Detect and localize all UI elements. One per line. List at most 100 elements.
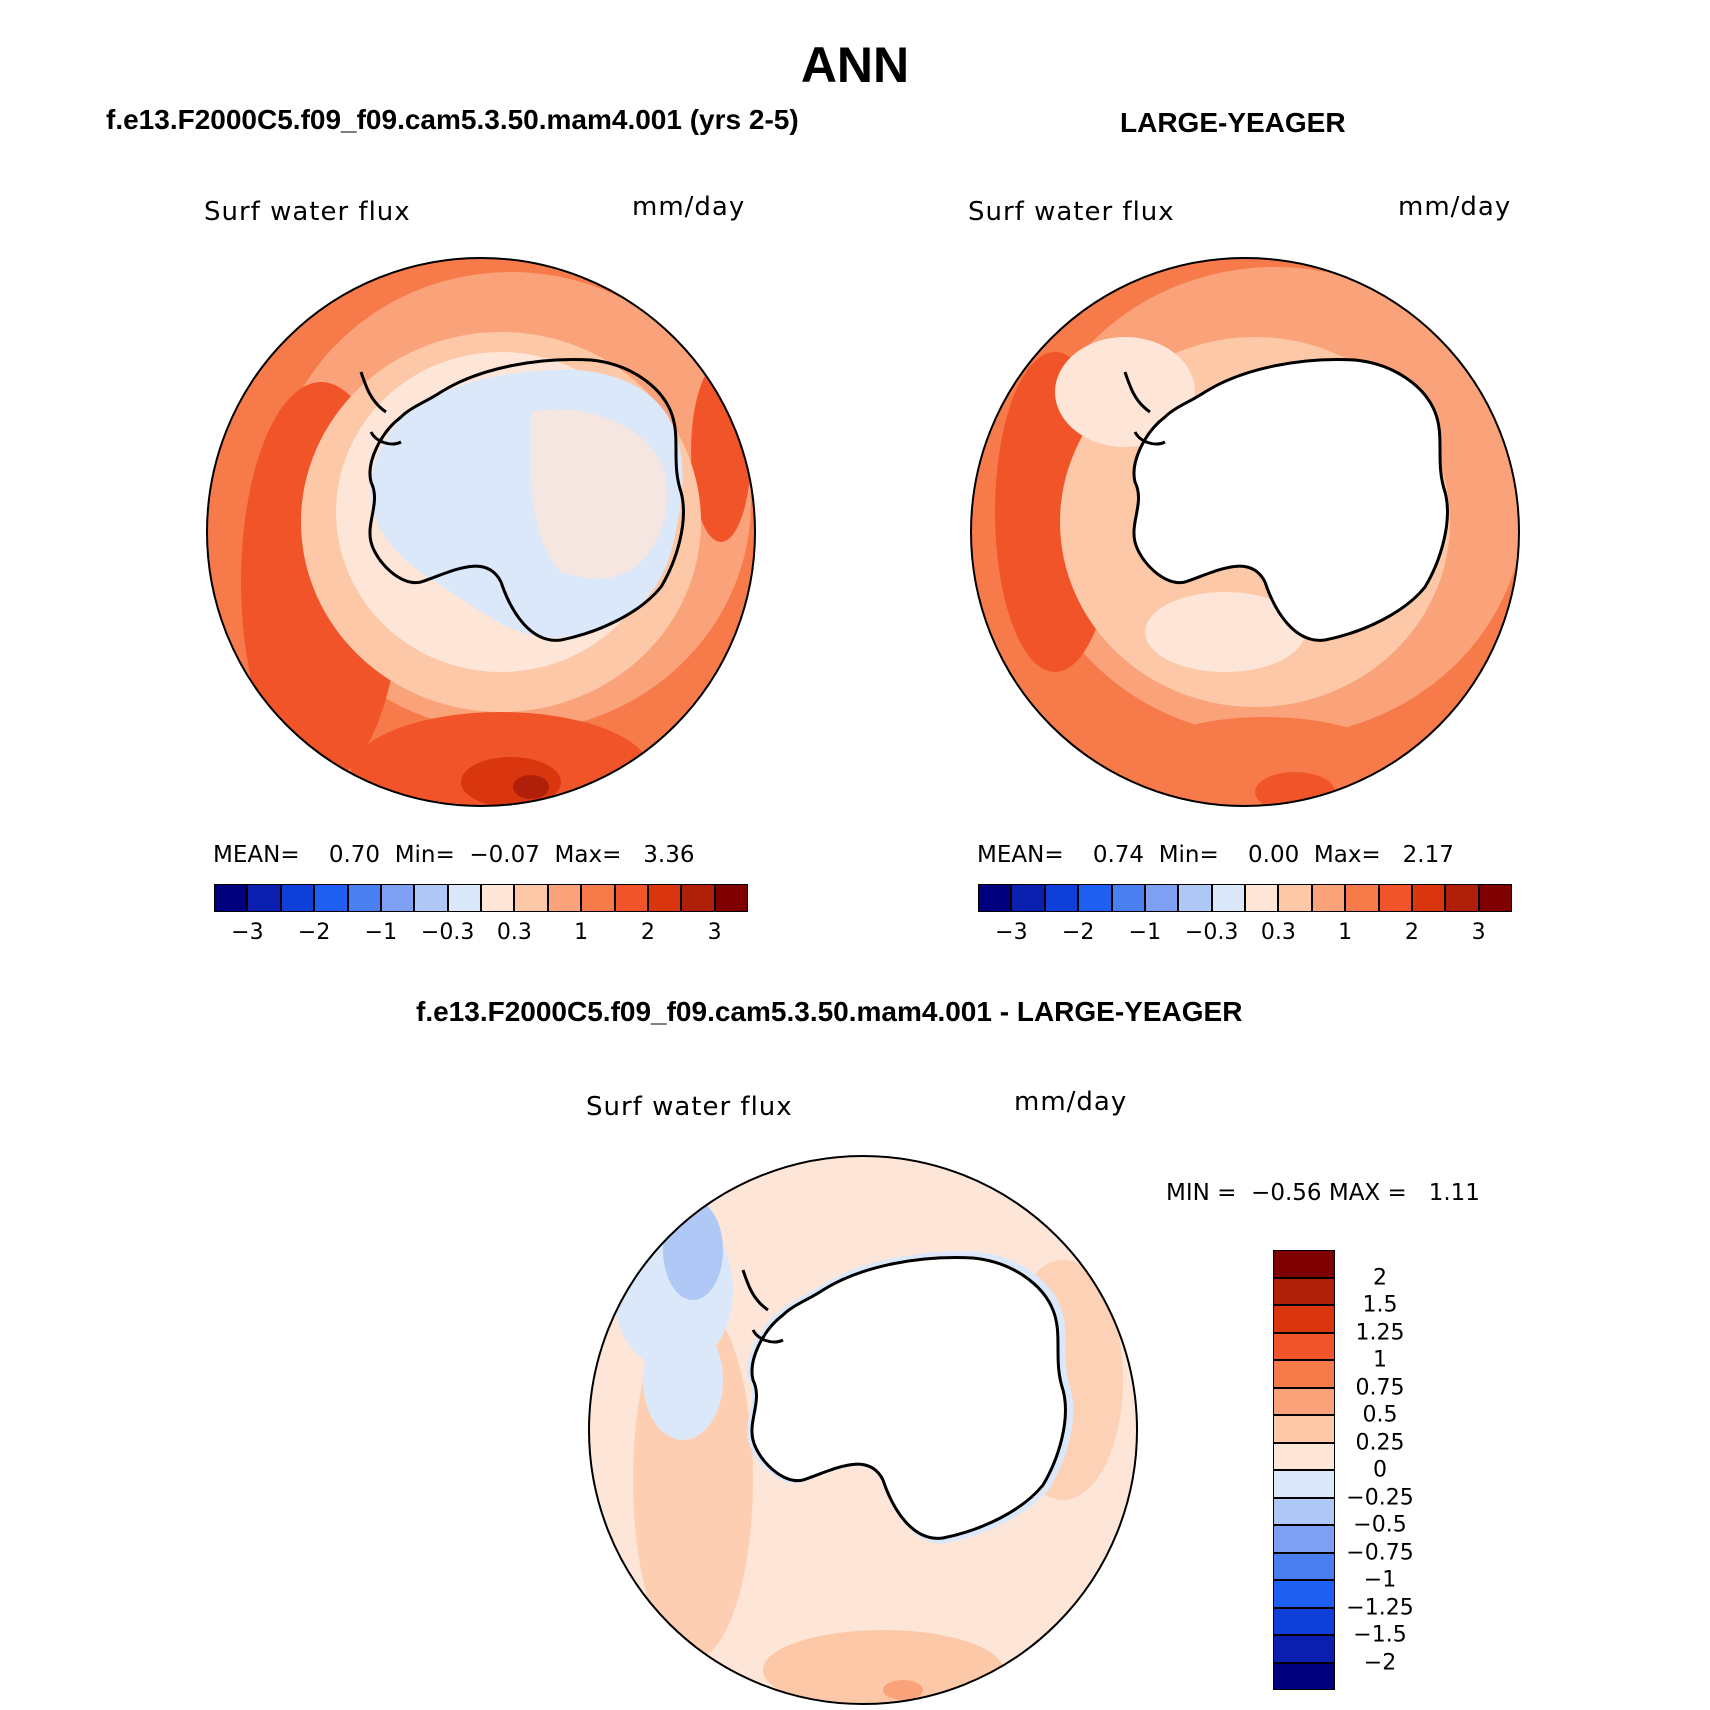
right-colorbar-tick-label: −0.3 [1184, 920, 1239, 945]
right-polar-map [970, 257, 1520, 807]
right-colorbar-swatch [1345, 884, 1379, 912]
right-colorbar-swatch [1178, 884, 1212, 912]
left-min-label: Min= [394, 842, 455, 868]
diff-colorbar-swatch [1273, 1250, 1335, 1278]
left-colorbar-swatch [481, 884, 515, 912]
diff-variable-label: Surf water flux [586, 1092, 793, 1122]
diff-colorbar-swatch [1273, 1635, 1335, 1663]
right-colorbar-tick-label: −3 [995, 920, 1028, 945]
left-colorbar-tick-label: −0.3 [420, 920, 475, 945]
diff-colorbar-tick-label: −1.25 [1346, 1595, 1414, 1620]
diff-colorbar-swatch [1273, 1662, 1335, 1690]
diff-colorbar-tick-label: −2 [1363, 1650, 1397, 1675]
left-colorbar-tick-label: −1 [364, 920, 398, 945]
left-colorbar-swatch [347, 884, 381, 912]
diff-colorbar-swatch [1273, 1442, 1335, 1470]
right-colorbar-swatch [1245, 884, 1279, 912]
right-variable-label: Surf water flux [968, 197, 1175, 227]
left-colorbar-swatch [280, 884, 315, 912]
diff-colorbar-swatch [1273, 1305, 1335, 1333]
right-colorbar-tick-label: 3 [1471, 920, 1486, 945]
left-colorbar-swatch [581, 884, 615, 912]
right-colorbar-swatch [1311, 884, 1346, 912]
right-colorbar-swatch [1411, 884, 1446, 912]
right-case-title: LARGE-YEAGER [1120, 107, 1346, 138]
left-colorbar-tick-label: 2 [640, 920, 655, 945]
left-colorbar-swatch [380, 884, 415, 912]
diff-colorbar-swatch [1273, 1470, 1335, 1498]
diff-colorbar-swatch [1273, 1277, 1335, 1305]
diff-polar-map [588, 1155, 1138, 1705]
right-colorbar-swatch [1278, 884, 1312, 912]
left-mean-label: MEAN= [213, 842, 300, 868]
right-max-label: Max= [1313, 842, 1381, 868]
right-colorbar-swatch [1011, 884, 1045, 912]
right-stats: MEAN= 0.74 Min= 0.00 Max= 2.17 [977, 842, 1454, 868]
right-min-value: 0.00 [1248, 842, 1300, 868]
diff-colorbar-swatch [1273, 1525, 1335, 1553]
diff-min-value: −0.56 [1251, 1180, 1322, 1206]
diff-colorbar-tick-label: 1 [1373, 1347, 1387, 1373]
right-colorbar-tick-label: −1 [1128, 920, 1162, 945]
diff-min-label: MIN = [1166, 1180, 1237, 1206]
right-colorbar-swatch [1445, 884, 1479, 912]
left-colorbar-swatch [647, 884, 682, 912]
right-units-label: mm/day [1398, 192, 1512, 222]
right-mean-label: MEAN= [977, 842, 1064, 868]
diff-colorbar-swatch [1273, 1552, 1335, 1580]
diff-colorbar-swatch [1273, 1415, 1335, 1443]
diff-max-value: 1.11 [1428, 1180, 1480, 1206]
right-colorbar-ticks: −3 −2 −1 −0.3 0.3 1 2 3 [978, 920, 1512, 950]
left-max-value: 3.36 [643, 842, 695, 868]
diff-colorbar-swatch [1273, 1332, 1335, 1360]
left-stats: MEAN= 0.70 Min= −0.07 Max= 3.36 [213, 842, 695, 868]
diff-colorbar-swatch [1273, 1580, 1335, 1608]
right-colorbar-tick-label: −2 [1061, 920, 1095, 945]
left-colorbar-swatch [414, 884, 448, 912]
diff-colorbar-tick-label: −0.75 [1346, 1540, 1414, 1565]
left-mean-value: 0.70 [328, 842, 381, 868]
right-colorbar-swatch [1478, 884, 1512, 912]
diff-colorbar-swatch [1273, 1607, 1335, 1635]
right-colorbar-tick-label: 1 [1338, 920, 1353, 945]
right-colorbar [978, 884, 1512, 912]
right-colorbar-swatch [1078, 884, 1112, 912]
right-colorbar-swatch [1378, 884, 1412, 912]
left-colorbar-tick-label: −3 [231, 920, 264, 945]
right-colorbar-tick-label: 0.3 [1260, 920, 1296, 945]
left-colorbar-swatch [247, 884, 281, 912]
diff-colorbar-tick-label: 0 [1373, 1457, 1387, 1483]
left-case-title: f.e13.F2000C5.f09_f09.cam5.3.50.mam4.001… [106, 104, 799, 135]
left-colorbar [214, 884, 748, 912]
diff-colorbar-tick-label: 0.75 [1355, 1375, 1405, 1400]
right-mean-value: 0.74 [1092, 842, 1145, 868]
diff-units-label: mm/day [1014, 1087, 1128, 1117]
left-colorbar-swatch [714, 884, 748, 912]
left-colorbar-swatch [547, 884, 582, 912]
left-colorbar-swatch [681, 884, 715, 912]
right-min-label: Min= [1158, 842, 1219, 868]
left-colorbar-swatch [447, 884, 481, 912]
diff-stats: MIN = −0.56 MAX = 1.11 [1166, 1180, 1480, 1206]
diff-colorbar-tick-label: −1.5 [1353, 1622, 1407, 1648]
diff-colorbar [1273, 1250, 1335, 1690]
diff-colorbar-tick-label: 0.25 [1355, 1430, 1405, 1455]
right-colorbar-tick-label: 2 [1404, 920, 1419, 945]
left-colorbar-swatch [314, 884, 348, 912]
left-colorbar-tick-label: 0.3 [496, 920, 532, 945]
left-units-label: mm/day [632, 192, 746, 222]
left-colorbar-tick-label: −2 [297, 920, 331, 945]
left-min-value: −0.07 [469, 842, 540, 868]
diff-colorbar-swatch [1273, 1497, 1335, 1525]
left-colorbar-swatch [514, 884, 548, 912]
diff-colorbar-tick-label: 0.5 [1362, 1402, 1398, 1428]
left-colorbar-tick-label: 3 [707, 920, 722, 945]
diff-colorbar-tick-label: −0.5 [1353, 1512, 1407, 1538]
diff-colorbar-tick-label: 1.25 [1355, 1320, 1405, 1345]
right-colorbar-swatch [1111, 884, 1145, 912]
right-colorbar-swatch [978, 884, 1012, 912]
left-polar-map [206, 257, 756, 807]
left-colorbar-tick-label: 1 [574, 920, 589, 945]
right-colorbar-swatch [1044, 884, 1079, 912]
diff-colorbar-tick-label: 1.5 [1362, 1292, 1398, 1318]
